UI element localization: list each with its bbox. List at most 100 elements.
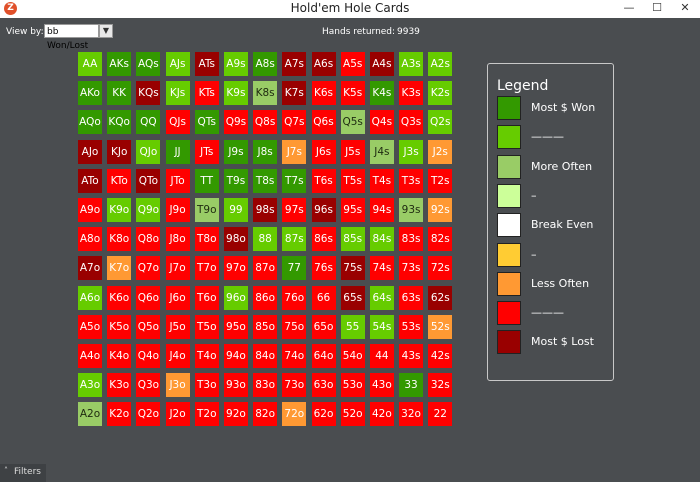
hand-cell[interactable]: QJo (136, 139, 161, 164)
hand-cell[interactable]: T3s (399, 168, 424, 193)
hand-cell[interactable]: A6o (78, 285, 102, 310)
hand-cell[interactable]: AJo (78, 139, 102, 164)
hand-cell[interactable]: A8o (78, 227, 102, 252)
hand-cell[interactable]: 98s (253, 197, 278, 222)
hand-cell[interactable]: T6o (194, 285, 219, 310)
hand-cell[interactable]: K6o (107, 285, 132, 310)
hand-cell[interactable]: 43o (369, 373, 394, 398)
hand-cell[interactable]: J6s (311, 139, 336, 164)
hand-cell[interactable]: K4s (369, 81, 394, 106)
hand-cell[interactable]: A9o (78, 197, 102, 222)
hand-cell[interactable]: 99 (223, 197, 248, 222)
hand-cell[interactable]: JTo (165, 168, 190, 193)
hand-cell[interactable]: QQ (136, 110, 161, 135)
hand-cell[interactable]: 62s (428, 285, 453, 310)
hand-cell[interactable]: Q9s (223, 110, 248, 135)
hand-cell[interactable]: A9s (223, 52, 248, 76)
hand-cell[interactable]: KJo (107, 139, 132, 164)
view-by-select[interactable]: bb Won/Lost (44, 24, 99, 51)
hand-cell[interactable]: Q8o (136, 227, 161, 252)
hand-cell[interactable]: KQs (136, 81, 161, 106)
hand-cell[interactable]: J8o (165, 227, 190, 252)
chevron-down-icon[interactable]: ▼ (99, 24, 113, 38)
hand-cell[interactable]: 63s (399, 285, 424, 310)
hand-cell[interactable]: ATs (194, 52, 219, 76)
hand-cell[interactable]: 88 (253, 227, 278, 252)
hand-cell[interactable]: T2s (428, 168, 453, 193)
hand-cell[interactable]: ATo (78, 168, 102, 193)
hand-cell[interactable]: AJs (165, 52, 190, 76)
hand-cell[interactable]: KTs (194, 81, 219, 106)
hand-cell[interactable]: 95o (223, 314, 248, 339)
hand-cell[interactable]: J8s (253, 139, 278, 164)
hand-cell[interactable]: A5o (78, 314, 102, 339)
hand-cell[interactable]: 83s (399, 227, 424, 252)
hand-cell[interactable]: 55 (340, 314, 365, 339)
hand-cell[interactable]: 86o (253, 285, 278, 310)
hand-cell[interactable]: 75s (340, 256, 365, 281)
hand-cell[interactable]: KQo (107, 110, 132, 135)
hand-cell[interactable]: A4o (78, 343, 102, 368)
hand-cell[interactable]: A3s (399, 52, 424, 76)
hand-cell[interactable]: Q3s (399, 110, 424, 135)
hand-cell[interactable]: J5s (340, 139, 365, 164)
hand-cell[interactable]: K9s (223, 81, 248, 106)
hand-cell[interactable]: T7s (282, 168, 307, 193)
hand-cell[interactable]: 85o (253, 314, 278, 339)
hand-cell[interactable]: 84s (369, 227, 394, 252)
minimize-button[interactable]: — (623, 1, 635, 14)
hand-cell[interactable]: QJs (165, 110, 190, 135)
hand-cell[interactable]: 65s (340, 285, 365, 310)
hand-cell[interactable]: J7o (165, 256, 190, 281)
hand-cell[interactable]: Q6s (311, 110, 336, 135)
hand-cell[interactable]: 53s (399, 314, 424, 339)
hand-cell[interactable]: 97o (223, 256, 248, 281)
hand-cell[interactable]: Q9o (136, 197, 161, 222)
hand-cell[interactable]: K3s (399, 81, 424, 106)
hand-cell[interactable]: Q2s (428, 110, 453, 135)
hand-cell[interactable]: A6s (311, 52, 336, 76)
hand-cell[interactable]: J5o (165, 314, 190, 339)
hand-cell[interactable]: K2s (428, 81, 453, 106)
hand-cell[interactable]: 77 (282, 256, 307, 281)
hand-cell[interactable]: KTo (107, 168, 132, 193)
hand-cell[interactable]: T9s (223, 168, 248, 193)
maximize-button[interactable]: ☐ (652, 1, 662, 14)
hand-cell[interactable]: K8o (107, 227, 132, 252)
hand-cell[interactable]: K9o (107, 197, 132, 222)
hand-cell[interactable]: 33 (399, 373, 424, 398)
hand-cell[interactable]: Q8s (253, 110, 278, 135)
hand-cell[interactable]: KJs (165, 81, 190, 106)
hand-cell[interactable]: Q4o (136, 343, 161, 368)
hand-cell[interactable]: J7s (282, 139, 307, 164)
hand-cell[interactable]: J4o (165, 343, 190, 368)
hand-cell[interactable]: 65o (311, 314, 336, 339)
hand-cell[interactable]: Q5s (340, 110, 365, 135)
hand-cell[interactable]: 98o (223, 227, 248, 252)
hand-cell[interactable]: 76o (282, 285, 307, 310)
hand-cell[interactable]: 52o (340, 402, 365, 427)
hand-cell[interactable]: 85s (340, 227, 365, 252)
hand-cell[interactable]: J3o (165, 373, 190, 398)
hand-cell[interactable]: 42s (428, 343, 453, 368)
hand-cell[interactable]: JTs (194, 139, 219, 164)
hand-cell[interactable]: J2s (428, 139, 453, 164)
hand-cell[interactable]: 63o (311, 373, 336, 398)
hand-cell[interactable]: 82o (253, 402, 278, 427)
hand-cell[interactable]: 87s (282, 227, 307, 252)
hand-cell[interactable]: K2o (107, 402, 132, 427)
hand-cell[interactable]: T5s (340, 168, 365, 193)
hand-cell[interactable]: K5o (107, 314, 132, 339)
hand-cell[interactable]: Q6o (136, 285, 161, 310)
hand-cell[interactable]: A2s (428, 52, 453, 76)
hand-cell[interactable]: A3o (78, 373, 102, 398)
hand-cell[interactable]: Q2o (136, 402, 161, 427)
hand-cell[interactable]: 72o (282, 402, 307, 427)
hand-cell[interactable]: T5o (194, 314, 219, 339)
hand-cell[interactable]: T4o (194, 343, 219, 368)
hand-cell[interactable]: 95s (340, 197, 365, 222)
hand-cell[interactable]: AA (78, 52, 102, 76)
hand-cell[interactable]: A7o (78, 256, 102, 281)
hand-cell[interactable]: 54o (340, 343, 365, 368)
hand-cell[interactable]: 93o (223, 373, 248, 398)
